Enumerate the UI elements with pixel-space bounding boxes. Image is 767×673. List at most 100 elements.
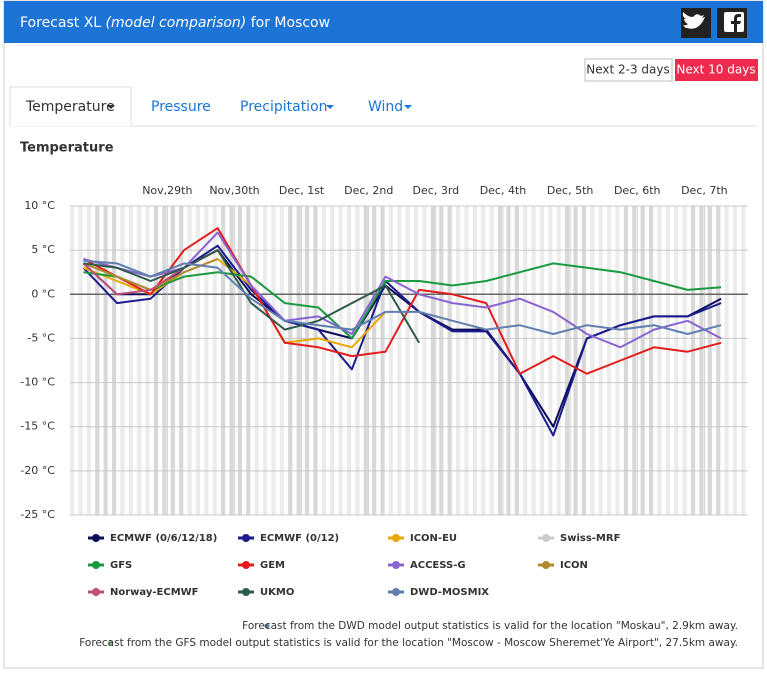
next-3-days-button[interactable] [584,58,673,82]
time-stripe [212,206,217,515]
time-stripe [137,206,142,515]
legend-dot [92,588,100,596]
x-tick-label: Dec, 5th [547,184,594,197]
time-stripe [439,206,444,515]
button-label: Next 2-3 days [586,63,670,77]
time-stripe [640,206,645,515]
time-stripe [581,206,587,515]
time-stripe [422,206,427,515]
legend-label: Norway-ECMWF [110,587,199,598]
time-stripe [229,206,234,515]
tab-label[interactable]: Temperature [25,99,115,115]
time-stripe [187,206,192,515]
legend-dot [392,588,400,596]
footnote: Forecast from the GFS model output stati… [79,637,738,649]
note-dot [107,640,113,646]
time-stripe [338,206,343,515]
time-stripe [279,206,284,515]
time-stripe [523,206,528,515]
tab-label[interactable]: Wind [368,99,403,115]
time-stripe [372,206,377,515]
time-stripe [690,206,696,515]
twitter-icon [682,12,705,29]
legend-dot [242,534,250,542]
time-stripe [732,206,738,515]
time-stripe [162,206,167,515]
time-stripe [86,206,91,515]
time-stripe [598,206,603,515]
time-stripe [262,206,268,515]
time-stripe [447,206,452,515]
facebook-icon [724,12,744,32]
legend-dot [92,534,100,542]
time-stripe [103,206,108,515]
next-10-days-button[interactable] [675,59,758,81]
time-stripe [313,206,318,515]
time-stripe [380,206,385,515]
legend-dot [392,561,400,569]
time-stripe [657,206,662,515]
time-stripe [716,206,721,515]
time-stripe [120,206,125,515]
time-stripe [128,206,133,515]
caret [404,105,412,109]
x-tick-label: Dec, 7th [681,184,728,197]
series-line [83,259,722,335]
legend-label: UKMO [260,587,294,598]
time-stripe [288,206,293,515]
active-tab[interactable] [9,86,132,126]
time-stripe [170,206,175,515]
time-stripe [623,206,629,515]
time-stripe [741,206,746,515]
y-tick-label: -5 °C [27,331,55,344]
time-stripe [363,206,368,515]
x-tick-label: Nov,30th [209,184,259,197]
x-tick-label: Dec, 3rd [413,184,460,197]
legend-label: ECMWF (0/6/12/18) [110,533,217,544]
legend-label: ICON-EU [410,533,457,544]
time-stripe [330,206,335,515]
time-stripe [179,206,184,515]
y-tick-label: -15 °C [20,420,55,433]
time-stripe [464,206,469,515]
time-stripe [531,206,536,515]
plot-background [70,206,746,515]
time-stripe [489,206,494,515]
time-stripe [296,206,301,515]
time-stripe [405,206,410,515]
time-stripe [95,206,100,515]
legend-dot [242,588,250,596]
legend-dot [92,561,100,569]
time-stripe [145,206,150,515]
x-tick-label: Nov,29th [142,184,192,197]
chart-title: Temperature [20,141,114,156]
time-stripe [481,206,486,515]
time-stripe [237,206,243,515]
title-italic: (model comparison) [106,15,247,31]
legend-label: GEM [260,560,285,571]
time-stripe [607,206,612,515]
tab-label[interactable]: Precipitation [240,99,328,115]
time-stripe [321,206,326,515]
time-stripe [615,206,620,515]
y-tick-label: -10 °C [20,376,55,389]
time-stripe [254,206,259,515]
time-stripe [455,206,461,515]
time-stripe [674,206,679,515]
series-line [83,249,420,344]
time-stripe [304,206,310,515]
y-tick-label: 10 °C [24,199,55,212]
legend-dot [542,561,550,569]
time-stripe [111,206,117,515]
time-stripe [699,206,704,515]
header-title: Forecast XL (model comparison) for Mosco… [20,15,330,31]
time-stripe [78,206,83,515]
time-stripe [548,206,553,515]
title-main: Forecast XL [20,15,101,31]
time-stripe [355,206,360,515]
button-label: Next 10 days [676,63,755,77]
caret [326,105,334,109]
time-stripe [590,206,595,515]
tab-label[interactable]: Pressure [151,99,211,115]
